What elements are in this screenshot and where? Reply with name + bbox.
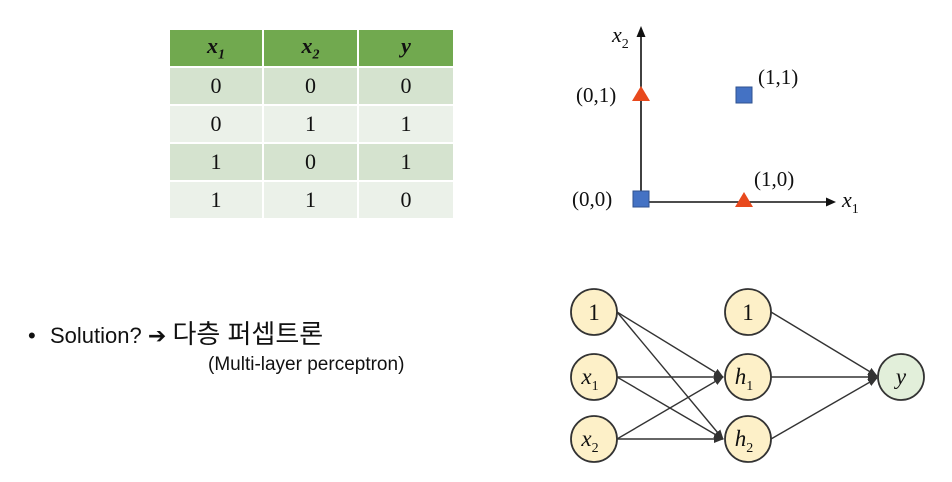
svg-text:x2: x2 xyxy=(580,426,598,456)
table-cell: 0 xyxy=(264,144,359,182)
table-cell: 0 xyxy=(264,68,359,106)
svg-text:1: 1 xyxy=(742,300,754,325)
hidden-node-bias: 1 xyxy=(724,288,772,336)
input-node-x1: x1 xyxy=(570,353,618,401)
table-row: 1 1 0 xyxy=(170,182,453,220)
svg-text:1: 1 xyxy=(588,300,600,325)
x-axis-label: x1 xyxy=(841,187,859,217)
column-header-x2: x2 xyxy=(264,30,359,68)
point-label: (0,1) xyxy=(576,83,616,107)
korean-title: 다층 퍼셉트론 xyxy=(172,319,324,349)
point-triangle-0-1 xyxy=(632,86,650,101)
point-triangle-1-0 xyxy=(735,192,753,207)
column-header-y: y xyxy=(359,30,453,68)
table-cell: 0 xyxy=(170,68,264,106)
point-square-origin xyxy=(632,190,650,208)
point-square-1-1 xyxy=(735,86,753,104)
arrow-icon: ➔ xyxy=(147,323,167,348)
solution-line: • Solution? ➔ 다층 퍼셉트론 xyxy=(28,314,323,351)
x-axis-arrowhead xyxy=(826,197,836,207)
table-cell: 1 xyxy=(170,144,264,182)
svg-text:x1: x1 xyxy=(580,364,598,394)
hidden-node-h2: h2 xyxy=(724,415,772,463)
xor-truth-table: x1 x2 y 0 0 0 0 1 1 1 0 1 1 1 0 xyxy=(170,30,453,220)
table-cell: 0 xyxy=(359,182,453,220)
table-cell: 1 xyxy=(170,182,264,220)
point-label: (0,0) xyxy=(572,187,612,211)
table-header-row: x1 x2 y xyxy=(170,30,453,68)
svg-text:y: y xyxy=(894,364,907,389)
svg-text:h2: h2 xyxy=(735,426,754,456)
edge xyxy=(616,376,724,440)
edge xyxy=(616,311,724,440)
svg-text:h1: h1 xyxy=(735,364,754,394)
hidden-node-h1: h1 xyxy=(724,353,772,401)
table-cell: 0 xyxy=(170,106,264,144)
edge xyxy=(770,311,878,377)
edge xyxy=(770,377,878,440)
point-label: (1,1) xyxy=(758,65,798,89)
bullet-symbol: • xyxy=(28,323,36,348)
edge xyxy=(616,311,724,378)
input-node-x2: x2 xyxy=(570,415,618,463)
table-cell: 1 xyxy=(264,182,359,220)
input-node-bias: 1 xyxy=(570,288,618,336)
table-row: 1 0 1 xyxy=(170,144,453,182)
table-row: 0 1 1 xyxy=(170,106,453,144)
table-row: 0 0 0 xyxy=(170,68,453,106)
mlp-caption: (Multi-layer perceptron) xyxy=(208,354,405,375)
solution-text: Solution? xyxy=(50,323,142,348)
table-cell: 1 xyxy=(359,144,453,182)
table-cell: 0 xyxy=(359,68,453,106)
table-cell: 1 xyxy=(264,106,359,144)
table-cell: 1 xyxy=(359,106,453,144)
y-axis-arrowhead xyxy=(636,26,646,37)
output-node-y: y xyxy=(877,353,925,401)
column-header-x1: x1 xyxy=(170,30,264,68)
y-axis-label: x2 xyxy=(611,22,629,52)
point-label: (1,0) xyxy=(754,167,794,191)
